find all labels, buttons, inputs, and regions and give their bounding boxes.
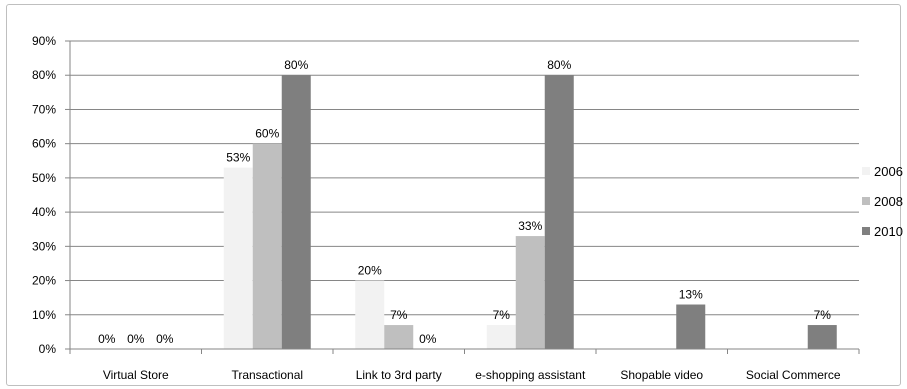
y-tick-label: 90%	[32, 34, 56, 48]
chart-frame	[6, 4, 901, 386]
bar	[544, 75, 574, 349]
y-tick-label: 10%	[32, 308, 56, 322]
legend-swatch	[862, 167, 870, 175]
data-label: 80%	[284, 58, 308, 72]
bar	[515, 236, 545, 349]
legend-swatch	[862, 227, 870, 235]
axes	[65, 40, 860, 354]
x-tick-label: e-shopping assistant	[475, 368, 586, 382]
data-label: 33%	[518, 219, 542, 233]
data-label: 53%	[226, 151, 250, 165]
bar	[486, 325, 516, 349]
y-tick-label: 60%	[32, 137, 56, 151]
bar	[384, 325, 414, 349]
data-label: 13%	[679, 288, 703, 302]
data-label: 60%	[255, 127, 279, 141]
y-axis-ticks: 0% 10% 20% 30% 40% 50% 60% 70% 80% 90%	[32, 34, 56, 356]
bars	[223, 75, 837, 349]
data-label: 7%	[814, 308, 832, 322]
data-label: 7%	[390, 308, 408, 322]
legend-label: 2010	[874, 224, 903, 239]
y-tick-label: 0%	[39, 342, 57, 356]
bar	[807, 325, 837, 349]
data-label: 0%	[127, 332, 145, 346]
legend: 2006 2008 2010	[862, 164, 903, 239]
bar	[223, 167, 253, 349]
y-tick-label: 50%	[32, 171, 56, 185]
data-labels: 0% 0% 0% 53% 60% 80% 20% 7% 0% 7% 33% 80% 13% 7%	[98, 58, 831, 346]
x-tick-label: Transactional	[231, 368, 303, 382]
x-tick-label: Shopable video	[620, 368, 703, 382]
data-label: 0%	[156, 332, 174, 346]
x-tick-label: Social Commerce	[746, 368, 841, 382]
bar	[676, 304, 706, 349]
y-tick-label: 80%	[32, 68, 56, 82]
x-tick-label: Link to 3rd party	[356, 368, 442, 382]
data-label: 80%	[547, 58, 571, 72]
bar	[355, 280, 385, 349]
data-label: 20%	[358, 264, 382, 278]
gridlines	[70, 40, 859, 316]
data-label: 7%	[493, 308, 511, 322]
x-axis-ticks: Virtual Store Transactional Link to 3rd pa…	[103, 368, 841, 382]
bar	[252, 143, 282, 349]
y-tick-label: 30%	[32, 239, 56, 253]
bar	[281, 75, 311, 349]
y-tick-label: 20%	[32, 274, 56, 288]
legend-swatch	[862, 197, 870, 205]
x-tick-label: Virtual Store	[103, 368, 169, 382]
y-tick-label: 70%	[32, 102, 56, 116]
data-label: 0%	[419, 332, 437, 346]
y-tick-label: 40%	[32, 205, 56, 219]
legend-label: 2006	[874, 164, 903, 179]
legend-label: 2008	[874, 194, 903, 209]
data-label: 0%	[98, 332, 116, 346]
